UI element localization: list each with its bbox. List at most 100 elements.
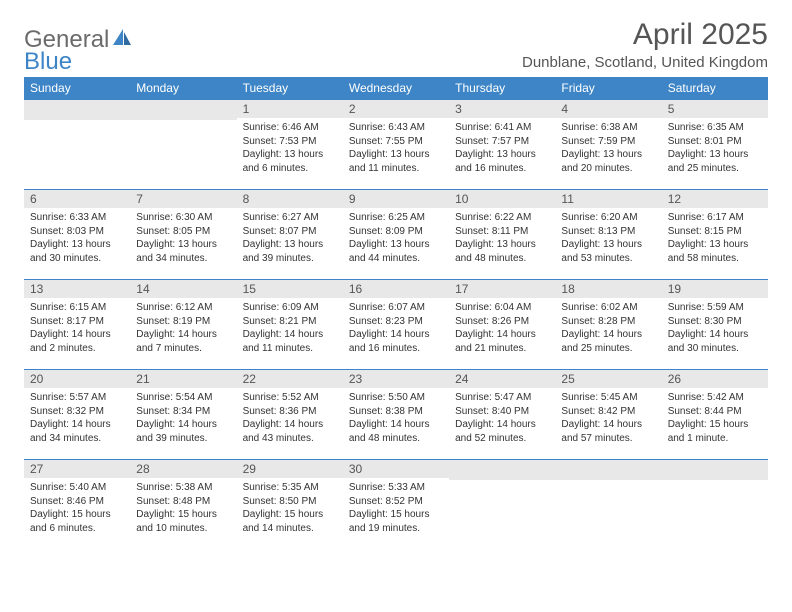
daylight-text: Daylight: 14 hours and 57 minutes.	[561, 418, 655, 445]
sunrise-text: Sunrise: 5:35 AM	[243, 481, 337, 495]
day-number: 15	[237, 279, 343, 298]
sunrise-text: Sunrise: 5:59 AM	[668, 301, 762, 315]
sunset-text: Sunset: 7:59 PM	[561, 135, 655, 149]
day-info: Sunrise: 5:59 AMSunset: 8:30 PMDaylight:…	[662, 298, 768, 359]
calendar-cell: 15Sunrise: 6:09 AMSunset: 8:21 PMDayligh…	[237, 279, 343, 369]
day-info: Sunrise: 6:35 AMSunset: 8:01 PMDaylight:…	[662, 118, 768, 179]
sunrise-text: Sunrise: 5:33 AM	[349, 481, 443, 495]
calendar-cell: 21Sunrise: 5:54 AMSunset: 8:34 PMDayligh…	[130, 369, 236, 459]
calendar-week-row: 13Sunrise: 6:15 AMSunset: 8:17 PMDayligh…	[24, 279, 768, 369]
day-number	[555, 459, 661, 480]
calendar-cell: 26Sunrise: 5:42 AMSunset: 8:44 PMDayligh…	[662, 369, 768, 459]
day-number: 4	[555, 99, 661, 118]
calendar-cell: 13Sunrise: 6:15 AMSunset: 8:17 PMDayligh…	[24, 279, 130, 369]
day-info: Sunrise: 6:04 AMSunset: 8:26 PMDaylight:…	[449, 298, 555, 359]
sunset-text: Sunset: 8:50 PM	[243, 495, 337, 509]
daylight-text: Daylight: 15 hours and 6 minutes.	[30, 508, 124, 535]
brand-word-2: Blue	[24, 48, 72, 76]
daylight-text: Daylight: 14 hours and 11 minutes.	[243, 328, 337, 355]
calendar-cell: 1Sunrise: 6:46 AMSunset: 7:53 PMDaylight…	[237, 99, 343, 189]
sunrise-text: Sunrise: 5:42 AM	[668, 391, 762, 405]
calendar-cell: 9Sunrise: 6:25 AMSunset: 8:09 PMDaylight…	[343, 189, 449, 279]
calendar-cell: 12Sunrise: 6:17 AMSunset: 8:15 PMDayligh…	[662, 189, 768, 279]
sunrise-text: Sunrise: 5:40 AM	[30, 481, 124, 495]
day-number: 21	[130, 369, 236, 388]
day-number: 25	[555, 369, 661, 388]
sunrise-text: Sunrise: 6:15 AM	[30, 301, 124, 315]
calendar-cell	[449, 459, 555, 549]
sunrise-text: Sunrise: 6:38 AM	[561, 121, 655, 135]
sunrise-text: Sunrise: 6:12 AM	[136, 301, 230, 315]
daylight-text: Daylight: 14 hours and 30 minutes.	[668, 328, 762, 355]
day-number: 14	[130, 279, 236, 298]
day-info: Sunrise: 5:40 AMSunset: 8:46 PMDaylight:…	[24, 478, 130, 539]
daylight-text: Daylight: 15 hours and 19 minutes.	[349, 508, 443, 535]
sunrise-text: Sunrise: 5:57 AM	[30, 391, 124, 405]
calendar-cell: 11Sunrise: 6:20 AMSunset: 8:13 PMDayligh…	[555, 189, 661, 279]
calendar-cell: 24Sunrise: 5:47 AMSunset: 8:40 PMDayligh…	[449, 369, 555, 459]
weekday-tuesday: Tuesday	[237, 77, 343, 99]
sunrise-text: Sunrise: 6:41 AM	[455, 121, 549, 135]
day-number: 20	[24, 369, 130, 388]
day-number	[449, 459, 555, 480]
day-info: Sunrise: 5:47 AMSunset: 8:40 PMDaylight:…	[449, 388, 555, 449]
sunset-text: Sunset: 8:03 PM	[30, 225, 124, 239]
calendar-body: 1Sunrise: 6:46 AMSunset: 7:53 PMDaylight…	[24, 99, 768, 549]
calendar-cell: 23Sunrise: 5:50 AMSunset: 8:38 PMDayligh…	[343, 369, 449, 459]
daylight-text: Daylight: 14 hours and 7 minutes.	[136, 328, 230, 355]
sunset-text: Sunset: 8:28 PM	[561, 315, 655, 329]
calendar-week-row: 6Sunrise: 6:33 AMSunset: 8:03 PMDaylight…	[24, 189, 768, 279]
day-number: 30	[343, 459, 449, 478]
day-number: 10	[449, 189, 555, 208]
day-info: Sunrise: 6:02 AMSunset: 8:28 PMDaylight:…	[555, 298, 661, 359]
calendar-cell: 20 Sunrise: 5:57 AMSunset: 8:32 PMDayligh…	[24, 369, 130, 459]
sunrise-text: Sunrise: 6:25 AM	[349, 211, 443, 225]
calendar-cell: 3Sunrise: 6:41 AMSunset: 7:57 PMDaylight…	[449, 99, 555, 189]
daylight-text: Daylight: 14 hours and 16 minutes.	[349, 328, 443, 355]
daylight-text: Daylight: 14 hours and 39 minutes.	[136, 418, 230, 445]
sunset-text: Sunset: 8:48 PM	[136, 495, 230, 509]
daylight-text: Daylight: 13 hours and 16 minutes.	[455, 148, 549, 175]
sunset-text: Sunset: 8:23 PM	[349, 315, 443, 329]
sunset-text: Sunset: 8:40 PM	[455, 405, 549, 419]
calendar-cell: 6Sunrise: 6:33 AMSunset: 8:03 PMDaylight…	[24, 189, 130, 279]
day-number: 12	[662, 189, 768, 208]
sunset-text: Sunset: 8:32 PM	[30, 405, 124, 419]
day-info: Sunrise: 6:17 AMSunset: 8:15 PMDaylight:…	[662, 208, 768, 269]
day-info: Sunrise: 6:15 AMSunset: 8:17 PMDaylight:…	[24, 298, 130, 359]
daylight-text: Daylight: 14 hours and 25 minutes.	[561, 328, 655, 355]
calendar-cell	[662, 459, 768, 549]
calendar-cell	[130, 99, 236, 189]
calendar-week-row: 1Sunrise: 6:46 AMSunset: 7:53 PMDaylight…	[24, 99, 768, 189]
calendar-cell: 25Sunrise: 5:45 AMSunset: 8:42 PMDayligh…	[555, 369, 661, 459]
sunset-text: Sunset: 8:13 PM	[561, 225, 655, 239]
day-number: 23	[343, 369, 449, 388]
day-info: Sunrise: 5:45 AMSunset: 8:42 PMDaylight:…	[555, 388, 661, 449]
sunrise-text: Sunrise: 6:09 AM	[243, 301, 337, 315]
day-info: Sunrise: 6:25 AMSunset: 8:09 PMDaylight:…	[343, 208, 449, 269]
day-number: 13	[24, 279, 130, 298]
daylight-text: Daylight: 14 hours and 2 minutes.	[30, 328, 124, 355]
day-number: 11	[555, 189, 661, 208]
weekday-monday: Monday	[130, 77, 236, 99]
sunset-text: Sunset: 8:52 PM	[349, 495, 443, 509]
sunset-text: Sunset: 8:09 PM	[349, 225, 443, 239]
daylight-text: Daylight: 14 hours and 34 minutes.	[30, 418, 124, 445]
day-info: Sunrise: 6:33 AMSunset: 8:03 PMDaylight:…	[24, 208, 130, 269]
sunrise-text: Sunrise: 5:50 AM	[349, 391, 443, 405]
page-subtitle: Dunblane, Scotland, United Kingdom	[522, 54, 768, 71]
sunrise-text: Sunrise: 6:20 AM	[561, 211, 655, 225]
sunrise-text: Sunrise: 5:38 AM	[136, 481, 230, 495]
calendar-cell: 7Sunrise: 6:30 AMSunset: 8:05 PMDaylight…	[130, 189, 236, 279]
calendar-cell: 29Sunrise: 5:35 AMSunset: 8:50 PMDayligh…	[237, 459, 343, 549]
sunrise-text: Sunrise: 6:33 AM	[30, 211, 124, 225]
sunset-text: Sunset: 8:36 PM	[243, 405, 337, 419]
sunrise-text: Sunrise: 6:22 AM	[455, 211, 549, 225]
sunset-text: Sunset: 8:01 PM	[668, 135, 762, 149]
calendar-cell: 18Sunrise: 6:02 AMSunset: 8:28 PMDayligh…	[555, 279, 661, 369]
day-number: 9	[343, 189, 449, 208]
daylight-text: Daylight: 13 hours and 48 minutes.	[455, 238, 549, 265]
sunset-text: Sunset: 8:05 PM	[136, 225, 230, 239]
weekday-sunday: Sunday	[24, 77, 130, 99]
sunrise-text: Sunrise: 5:52 AM	[243, 391, 337, 405]
